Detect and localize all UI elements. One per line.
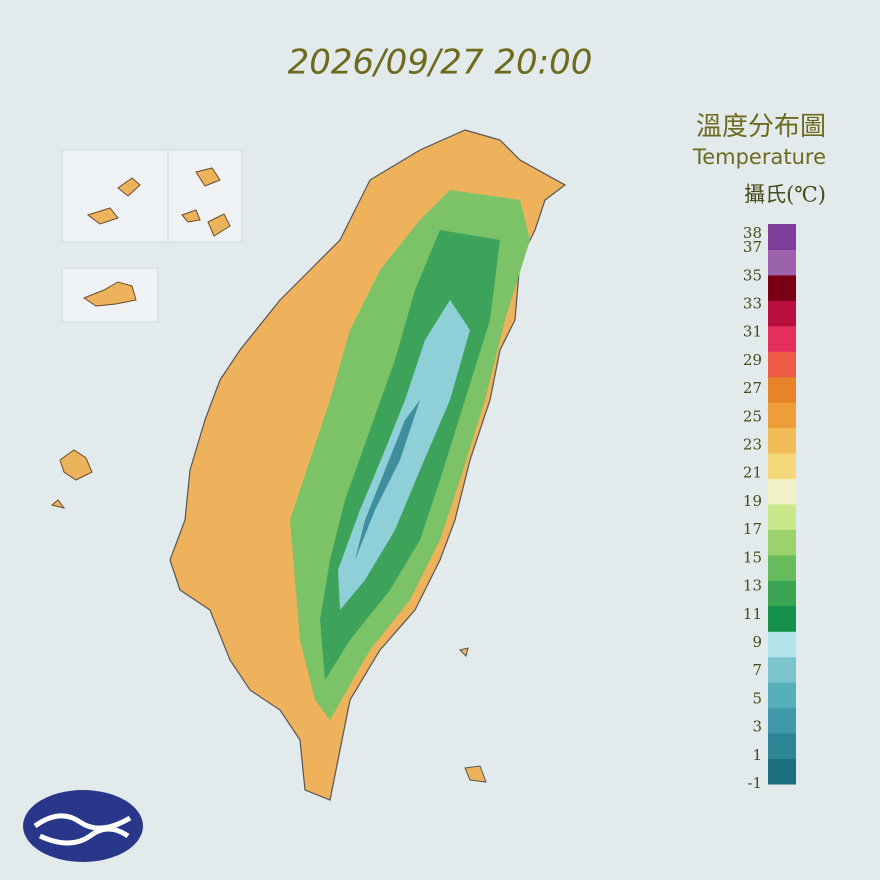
scale-swatch [768,249,796,276]
scale-label: 25 [743,407,762,425]
scale-label: 3 [752,718,762,736]
scale-label: 37 [743,238,762,256]
scale-label: 19 [743,492,762,510]
cwa-logo [23,790,143,862]
scale-swatch [768,453,796,480]
scale-label: 33 [743,295,762,313]
scale-label: 1 [752,746,762,764]
scale-swatch [768,325,796,352]
datetime-title: 2026/09/27 20:00 [288,43,593,83]
scale-swatch [768,682,796,709]
scale-label: 38 [743,224,762,242]
scale-swatch [768,758,796,785]
scale-swatch [768,274,796,301]
scale-label: 23 [743,436,762,454]
scale-label: -1 [747,774,762,792]
scale-swatch [768,554,796,581]
scale-swatch [768,427,796,454]
scale-label: 5 [752,689,762,707]
scale-swatch [768,478,796,505]
scale-label: 21 [743,464,762,482]
scale-label: 9 [752,633,762,651]
scale-swatch [768,707,796,734]
scale-swatch [768,733,796,760]
legend-subtitle: Temperature [692,145,826,169]
scale-swatch [768,351,796,378]
inset-islands [50,149,243,509]
scale-label: 15 [743,548,762,566]
scale-swatch [768,605,796,632]
scale-swatch [768,580,796,607]
scale-swatch [768,300,796,327]
scale-swatch [768,529,796,556]
legend-title: 溫度分布圖 [696,112,826,142]
scale-label: 7 [752,661,762,679]
legend-unit: 攝氏(℃) [744,183,826,207]
scale-swatch [768,224,796,250]
scale-swatch [768,631,796,658]
scale-label: 35 [743,266,762,284]
scale-swatch [768,504,796,530]
scale-label: 29 [743,351,762,369]
scale-swatch [768,656,796,683]
scale-label: 13 [743,577,762,595]
scale-label: 11 [743,605,762,623]
scale-label: 27 [743,379,762,397]
taiwan-island [169,129,567,801]
scale-swatch [768,376,796,403]
scale-swatch [768,402,796,429]
scale-label: 31 [743,323,762,341]
scale-label: 17 [743,520,762,538]
